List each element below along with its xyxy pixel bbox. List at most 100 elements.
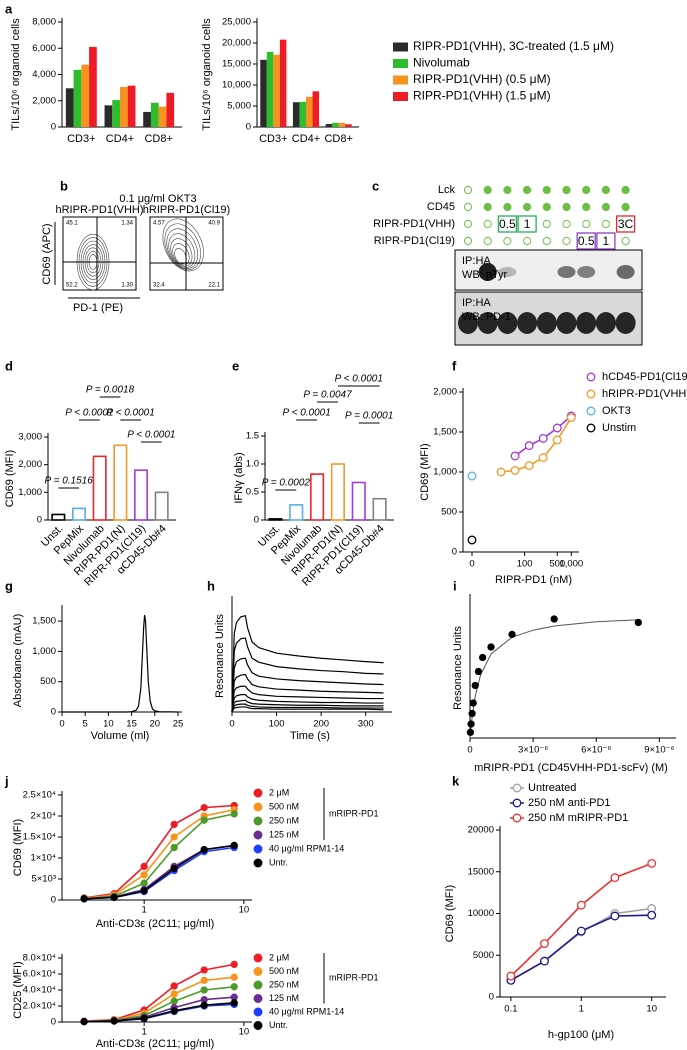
x-tick-label: 100	[517, 559, 533, 570]
fit-line	[469, 619, 639, 739]
line	[84, 804, 235, 899]
x-tick-label: 200	[313, 719, 329, 730]
line	[231, 685, 384, 713]
band	[498, 267, 517, 277]
band	[615, 312, 636, 334]
legend-label: 250 nM mRIPR-PD1	[528, 812, 628, 824]
y-tick-label: 1.5×10⁴	[23, 832, 56, 843]
legend-label: 250 nM anti-PD1	[528, 797, 611, 809]
legend-label: 2 μM	[269, 952, 289, 962]
x-tick-label: 25	[173, 719, 184, 730]
y-tick-label: 0	[51, 122, 56, 133]
line	[231, 657, 384, 713]
x-tick-label: 10	[239, 905, 250, 916]
legend-label: OKT3	[602, 405, 631, 417]
point	[200, 966, 208, 974]
y-tick-label: 0	[51, 1017, 56, 1028]
point	[200, 986, 208, 994]
point	[576, 900, 586, 910]
contour	[170, 238, 193, 267]
point	[552, 423, 562, 433]
point	[230, 983, 238, 991]
lane-marker	[503, 202, 512, 212]
y-axis-label: CD69 (MFI)	[444, 885, 456, 942]
line	[231, 637, 384, 713]
point	[467, 720, 475, 728]
contour	[168, 233, 196, 268]
point	[610, 873, 620, 883]
bar	[154, 491, 169, 521]
y-tick-label: 1,000	[433, 467, 457, 478]
bar	[325, 124, 333, 127]
y-tick-label: 0	[452, 547, 457, 558]
x-tick-label: 1	[579, 1004, 584, 1015]
y-tick-label: 8.0×10⁴	[23, 953, 56, 964]
x-tick-label: 10	[646, 1004, 657, 1015]
point	[634, 618, 642, 627]
bar	[338, 122, 346, 127]
p-value: P < 0.0001	[65, 408, 113, 419]
y-tick-label: 20,000	[222, 38, 251, 49]
point	[538, 433, 548, 443]
y-axis-label: CD69 (MFI)	[12, 819, 24, 876]
point	[230, 960, 238, 969]
p-value: P = 0.0002	[262, 478, 311, 489]
legend-swatch	[253, 844, 263, 854]
x-axis-label: PD-1 (PE)	[73, 302, 123, 314]
panel-label: e	[232, 358, 239, 373]
y-axis-label: Absorbance (mAU)	[12, 614, 24, 708]
x-axis-label: RIPR-PD1 (nM)	[495, 574, 572, 586]
band	[497, 312, 518, 334]
y-tick-label: 1.5	[246, 431, 259, 442]
legend-group: mRIPR-PD1	[329, 808, 379, 818]
contour	[174, 248, 187, 265]
lane-box-label: 0.5	[578, 234, 595, 248]
lane-marker	[562, 219, 571, 229]
y-tick-label: 6.0×10⁴	[23, 969, 56, 980]
y-tick-label: 2.5×10⁴	[23, 790, 56, 801]
point	[230, 999, 238, 1007]
legend-swatch	[253, 967, 263, 976]
x-axis-label: Anti-CD3ε (2C11; μg/ml)	[96, 918, 215, 930]
legend-swatch	[253, 858, 263, 868]
point	[487, 643, 495, 651]
point	[230, 841, 238, 850]
legend-label: 250 nM	[269, 979, 299, 989]
y-axis-label: CD69 (MFI)	[4, 450, 16, 507]
line	[84, 808, 235, 900]
chart: 0 5×10³ 1×10⁴ 1.5×10⁴ 2×10⁴ 2.5×10⁴ 1 10 CD69 (M…	[12, 787, 379, 930]
plot-title: hRIPR-PD1(Cl19)	[143, 204, 230, 216]
legend-swatch	[253, 980, 263, 990]
lane-marker	[562, 236, 571, 246]
point	[230, 973, 238, 981]
lane-box	[615, 215, 636, 233]
point	[552, 435, 562, 445]
legend-label: 40 μg/ml RPM1-14	[269, 843, 344, 853]
y-tick-label: 5×10³	[31, 874, 56, 885]
p-value: P < 0.0001	[283, 408, 331, 419]
y-tick-label: 1,500	[32, 616, 56, 627]
x-tick-label: 9×10⁻⁶	[644, 745, 674, 756]
contour	[166, 228, 199, 269]
legend-swatch	[586, 389, 596, 399]
p-value: P = 0.0047	[303, 390, 352, 401]
x-tick-label: CD8+	[324, 133, 352, 145]
x-tick-label: 15	[126, 719, 137, 730]
legend-swatch	[512, 783, 522, 793]
legend-label: 500 nM	[269, 801, 299, 811]
lane-marker	[463, 236, 473, 246]
lane-marker	[463, 185, 473, 195]
band	[577, 266, 596, 278]
bar	[279, 39, 287, 127]
point	[170, 833, 178, 841]
point	[566, 413, 576, 423]
x-tick-label: 1	[142, 905, 147, 916]
lane-box-label: 0.5	[499, 217, 516, 231]
legend-label: 125 nM	[269, 993, 299, 1003]
point	[550, 615, 558, 623]
bar	[266, 51, 274, 127]
point	[170, 997, 178, 1005]
y-tick-label: 0	[37, 515, 42, 526]
x-tick-label: 0	[59, 719, 64, 730]
